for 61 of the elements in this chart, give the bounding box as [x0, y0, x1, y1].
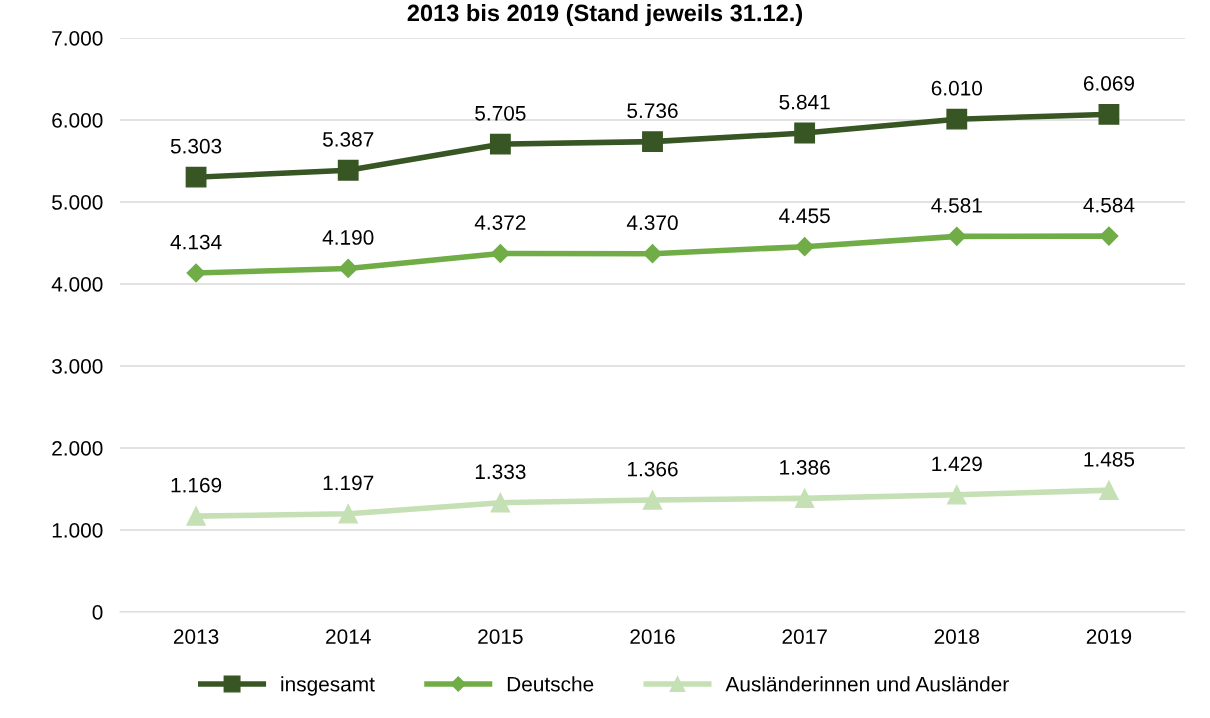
legend-label: insgesamt [281, 676, 375, 696]
data-label: 1.429 [932, 456, 982, 472]
y-tick-label: 3.000 [52, 359, 103, 374]
data-label: 4.134 [170, 234, 222, 250]
point [642, 244, 663, 264]
point [490, 243, 510, 264]
x-tick-label: 2015 [478, 629, 523, 644]
data-label: 1.485 [1084, 451, 1135, 467]
y-tick-label: 1.000 [52, 523, 103, 538]
y-tick-label: 2.000 [52, 441, 103, 456]
data-label: 1.366 [628, 461, 678, 477]
x-tick-label: 2019 [1086, 629, 1132, 644]
point [1098, 103, 1120, 125]
data-label: 1.197 [323, 475, 374, 491]
point [185, 166, 207, 188]
data-label: 4.190 [322, 230, 374, 245]
point [794, 488, 815, 509]
data-label: 5.705 [475, 105, 526, 121]
data-label: 4.372 [474, 215, 526, 230]
point [642, 490, 663, 510]
y-tick-label: 6.000 [52, 113, 103, 128]
data-label: 5.736 [627, 103, 678, 119]
y-tick-label: 4.000 [51, 277, 103, 292]
y-tick-label: 7.000 [52, 31, 103, 46]
x-tick-label: 2017 [782, 629, 827, 644]
x-tick-label: 2018 [934, 629, 980, 644]
data-label: 5.387 [322, 131, 374, 147]
data-label: 1.386 [780, 460, 830, 475]
data-label: 4.584 [1083, 197, 1135, 213]
legend-label: Deutsche [507, 676, 594, 692]
point [337, 159, 359, 181]
point [946, 108, 968, 130]
data-label: 4.370 [626, 215, 678, 231]
data-label: 4.581 [931, 198, 982, 213]
x-tick-label: 2014 [326, 629, 371, 644]
chart-title: 2013 bis 2019 (Stand jeweils 31.12.) [407, 4, 803, 27]
point [642, 131, 663, 153]
point [338, 504, 358, 524]
point [1099, 480, 1119, 500]
x-tick-label: 2016 [630, 629, 675, 644]
point [794, 122, 816, 144]
x-tick-label: 2013 [173, 629, 219, 644]
data-label: 5.841 [779, 94, 830, 110]
point [489, 133, 511, 155]
data-label: 6.069 [1083, 76, 1135, 91]
legend-label: Ausländerinnen und Ausländer [725, 676, 1009, 692]
data-label: 1.333 [475, 464, 526, 480]
point [1099, 226, 1119, 246]
point [947, 226, 967, 246]
point [795, 237, 815, 257]
data-label: 4.455 [779, 208, 830, 224]
data-label: 6.010 [931, 80, 983, 96]
point [186, 263, 206, 283]
y-tick-label: 0 [92, 605, 103, 620]
y-tick-label: 5.000 [52, 195, 103, 210]
point [947, 485, 967, 505]
point [186, 506, 206, 526]
point [338, 258, 358, 278]
data-label: 5.303 [170, 138, 222, 154]
point [490, 492, 511, 513]
data-label: 1.169 [171, 477, 222, 493]
